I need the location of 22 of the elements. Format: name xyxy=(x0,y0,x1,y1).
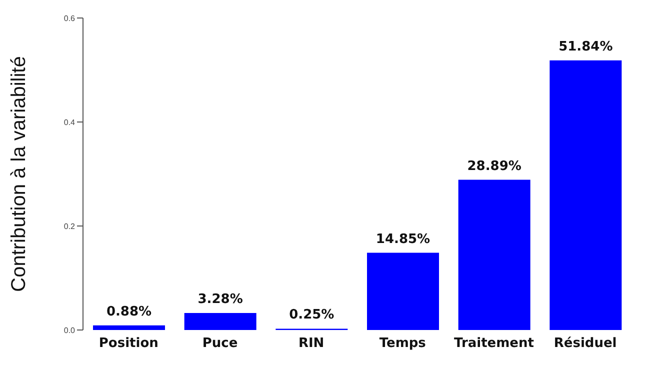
x-tick-label: Temps xyxy=(379,336,426,352)
x-tick-label: Résiduel xyxy=(554,336,617,352)
data-label: 3.28% xyxy=(198,292,243,307)
x-tick-label: Puce xyxy=(202,336,238,352)
data-label: 51.84% xyxy=(558,39,613,54)
bar xyxy=(367,252,439,330)
y-tick-label: 0.0 xyxy=(64,326,76,335)
bar xyxy=(184,312,256,330)
x-tick-label: RIN xyxy=(298,336,324,352)
bar xyxy=(550,60,622,330)
data-label: 28.89% xyxy=(467,158,522,174)
y-tick-label: 0.6 xyxy=(64,14,76,23)
y-axis-title: Contribution à la variabilité xyxy=(8,56,30,292)
data-label: 0.88% xyxy=(106,304,152,320)
x-tick-label: Position xyxy=(98,336,158,352)
y-tick-label: 0.4 xyxy=(64,118,76,127)
data-label: 14.85% xyxy=(376,232,430,247)
data-label: 0.25% xyxy=(289,308,334,323)
x-tick-label: Traitement xyxy=(454,336,534,352)
y-tick-label: 0.2 xyxy=(64,222,76,231)
bar xyxy=(93,325,165,330)
bar xyxy=(458,180,530,330)
